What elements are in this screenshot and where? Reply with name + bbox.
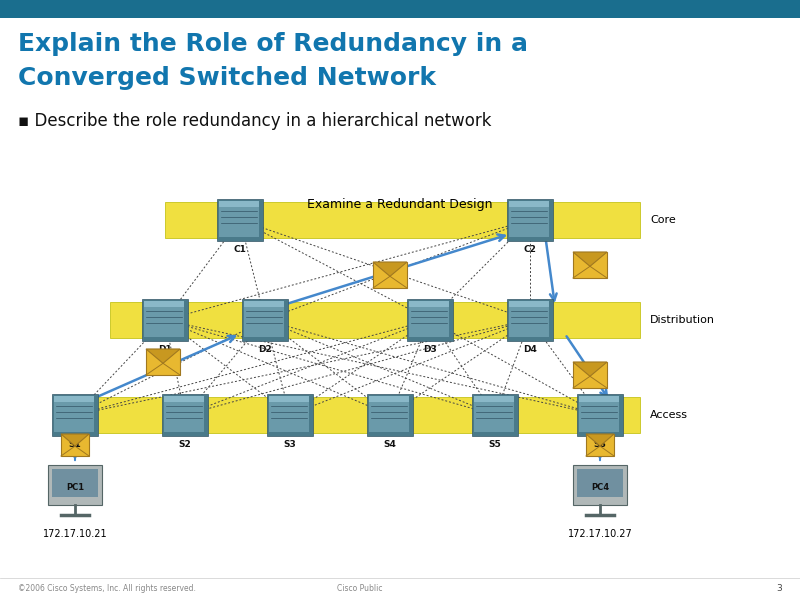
Bar	[577, 469, 623, 497]
Bar	[217, 199, 263, 241]
Text: S1: S1	[69, 440, 82, 449]
Bar	[409, 301, 449, 307]
Bar	[0, 0, 800, 18]
Text: Access: Access	[650, 410, 688, 420]
Text: D3: D3	[423, 345, 437, 354]
Bar	[54, 396, 94, 432]
Text: 172.17.10.21: 172.17.10.21	[42, 529, 107, 539]
Bar	[164, 396, 204, 402]
Bar	[52, 394, 98, 436]
Bar	[579, 396, 619, 432]
Bar	[586, 434, 614, 456]
Bar	[577, 394, 623, 436]
Text: D2: D2	[258, 345, 272, 354]
Bar	[507, 299, 553, 341]
Bar	[144, 301, 184, 337]
Bar	[369, 396, 409, 402]
Bar	[142, 299, 188, 341]
Polygon shape	[573, 252, 607, 266]
Text: S3: S3	[284, 440, 296, 449]
Bar	[54, 396, 94, 402]
Polygon shape	[373, 262, 407, 276]
Text: D4: D4	[523, 345, 537, 354]
Bar	[164, 396, 204, 432]
Bar	[244, 301, 284, 307]
Text: ©2006 Cisco Systems, Inc. All rights reserved.: ©2006 Cisco Systems, Inc. All rights res…	[18, 584, 196, 593]
Bar	[509, 201, 549, 237]
Bar	[219, 201, 259, 237]
Bar	[369, 396, 409, 432]
Text: S2: S2	[178, 440, 191, 449]
Bar	[146, 349, 180, 375]
Text: C2: C2	[523, 245, 537, 254]
Text: PC1: PC1	[66, 482, 84, 491]
Bar	[219, 201, 259, 207]
Polygon shape	[573, 362, 607, 376]
Bar	[509, 201, 549, 207]
Text: Cisco Public: Cisco Public	[338, 584, 382, 593]
Text: D1: D1	[158, 345, 172, 354]
Text: Converged Switched Network: Converged Switched Network	[18, 66, 436, 90]
Text: S5: S5	[489, 440, 502, 449]
Bar	[507, 199, 553, 241]
Text: 172.17.10.27: 172.17.10.27	[568, 529, 632, 539]
Text: S6: S6	[594, 440, 606, 449]
Bar	[367, 394, 413, 436]
Bar	[573, 465, 627, 505]
Bar	[61, 434, 89, 456]
Bar	[269, 396, 309, 402]
Bar	[474, 396, 514, 402]
Text: 3: 3	[776, 584, 782, 593]
Bar	[573, 252, 607, 278]
Bar	[48, 465, 102, 505]
Bar	[579, 396, 619, 402]
Bar	[242, 299, 288, 341]
Bar	[55, 397, 640, 433]
Bar	[165, 202, 640, 238]
Bar	[162, 394, 208, 436]
Bar	[269, 396, 309, 432]
Bar	[110, 302, 640, 338]
Bar	[373, 262, 407, 288]
Bar	[472, 394, 518, 436]
Text: C1: C1	[234, 245, 246, 254]
Polygon shape	[146, 349, 180, 363]
Text: Explain the Role of Redundancy in a: Explain the Role of Redundancy in a	[18, 32, 528, 56]
Bar	[244, 301, 284, 337]
Text: PC4: PC4	[591, 482, 609, 491]
Bar	[407, 299, 453, 341]
Bar	[409, 301, 449, 337]
Polygon shape	[61, 434, 89, 446]
Bar	[474, 396, 514, 432]
Text: Examine a Redundant Design: Examine a Redundant Design	[307, 198, 493, 211]
Bar	[52, 469, 98, 497]
Text: Core: Core	[650, 215, 676, 225]
Bar	[144, 301, 184, 307]
Text: S4: S4	[383, 440, 397, 449]
Text: ▪ Describe the role redundancy in a hierarchical network: ▪ Describe the role redundancy in a hier…	[18, 112, 491, 130]
Bar	[267, 394, 313, 436]
Bar	[509, 301, 549, 337]
Bar	[509, 301, 549, 307]
Bar	[573, 362, 607, 388]
Text: Distribution: Distribution	[650, 315, 715, 325]
Polygon shape	[586, 434, 614, 446]
